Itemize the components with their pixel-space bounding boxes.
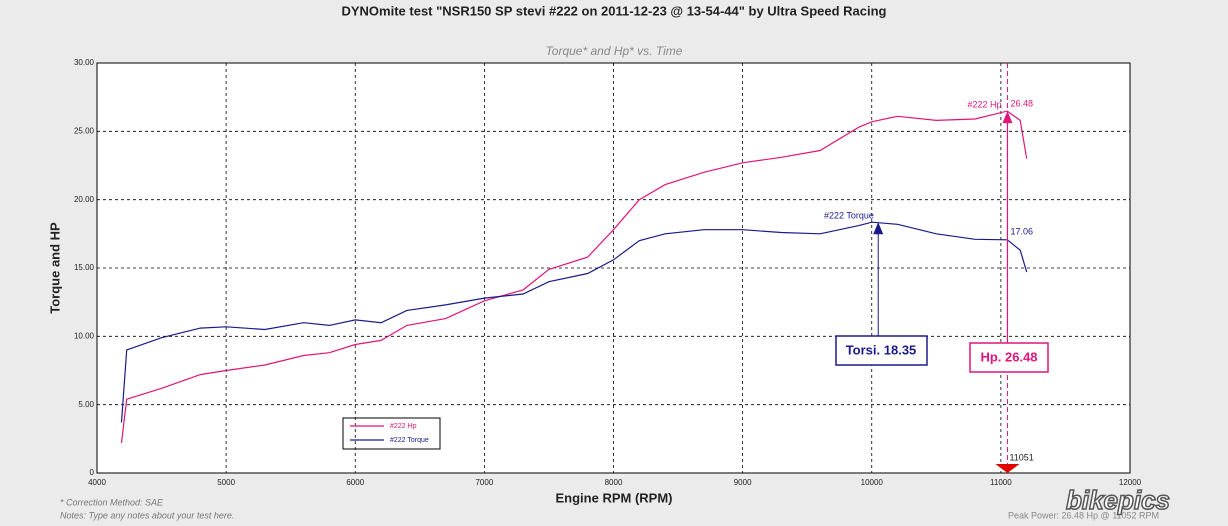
chart-subtitle: Torque* and Hp* vs. Time (546, 44, 683, 58)
y-tick-label: 0 (90, 468, 95, 477)
annotation: 26.48 (1010, 98, 1033, 108)
annotation: #222 Torque (824, 210, 874, 220)
legend (342, 417, 441, 450)
x-tick-label: 12000 (1119, 478, 1142, 487)
arrow-head (1002, 111, 1013, 124)
x-tick-label: 4000 (88, 478, 106, 487)
line-series (120, 221, 1028, 423)
legend-label: #222 Torque (390, 437, 429, 444)
callout-box (835, 335, 928, 366)
x-tick-label: 8000 (605, 478, 623, 487)
y-tick-label: 20.00 (74, 195, 95, 204)
y-tick-label: 5.00 (78, 400, 94, 409)
callout-label: Hp. 26.48 (980, 349, 1037, 364)
x-tick-label: 10000 (861, 478, 884, 487)
callout-label: Torsi. 18.35 (846, 342, 917, 357)
x-tick-label: 11000 (990, 478, 1012, 487)
y-axis-label: Torque and HP (47, 222, 62, 314)
cursor-marker (995, 464, 1020, 473)
line-series (120, 110, 1028, 443)
legend-label: #222 Hp (390, 423, 417, 430)
annotation: #222 Hp (967, 99, 1001, 109)
y-tick-label: 30.00 (74, 58, 95, 67)
x-axis-label: Engine RPM (RPM) (556, 490, 673, 505)
x-tick-label: 6000 (346, 478, 364, 487)
arrow-head (873, 222, 884, 235)
watermark: bikepics (1066, 485, 1170, 515)
x-tick-label: 7000 (475, 478, 493, 487)
note: Notes: Type any notes about your test he… (60, 510, 234, 520)
note: * Correction Method: SAE (60, 497, 164, 507)
annotation: 17.06 (1010, 226, 1033, 236)
chart-title: DYNOmite test "NSR150 SP stevi #222 on 2… (341, 3, 886, 18)
cursor-label: 11051 (1009, 452, 1033, 462)
y-tick-label: 15.00 (74, 263, 95, 272)
y-tick-label: 10.00 (74, 331, 95, 340)
x-tick-label: 9000 (734, 478, 752, 487)
peak-note: Peak Power: 26.48 Hp @ 11052 RPM (1008, 510, 1159, 520)
callout-box (969, 342, 1049, 373)
x-tick-label: 5000 (217, 478, 235, 487)
y-tick-label: 25.00 (74, 126, 95, 135)
